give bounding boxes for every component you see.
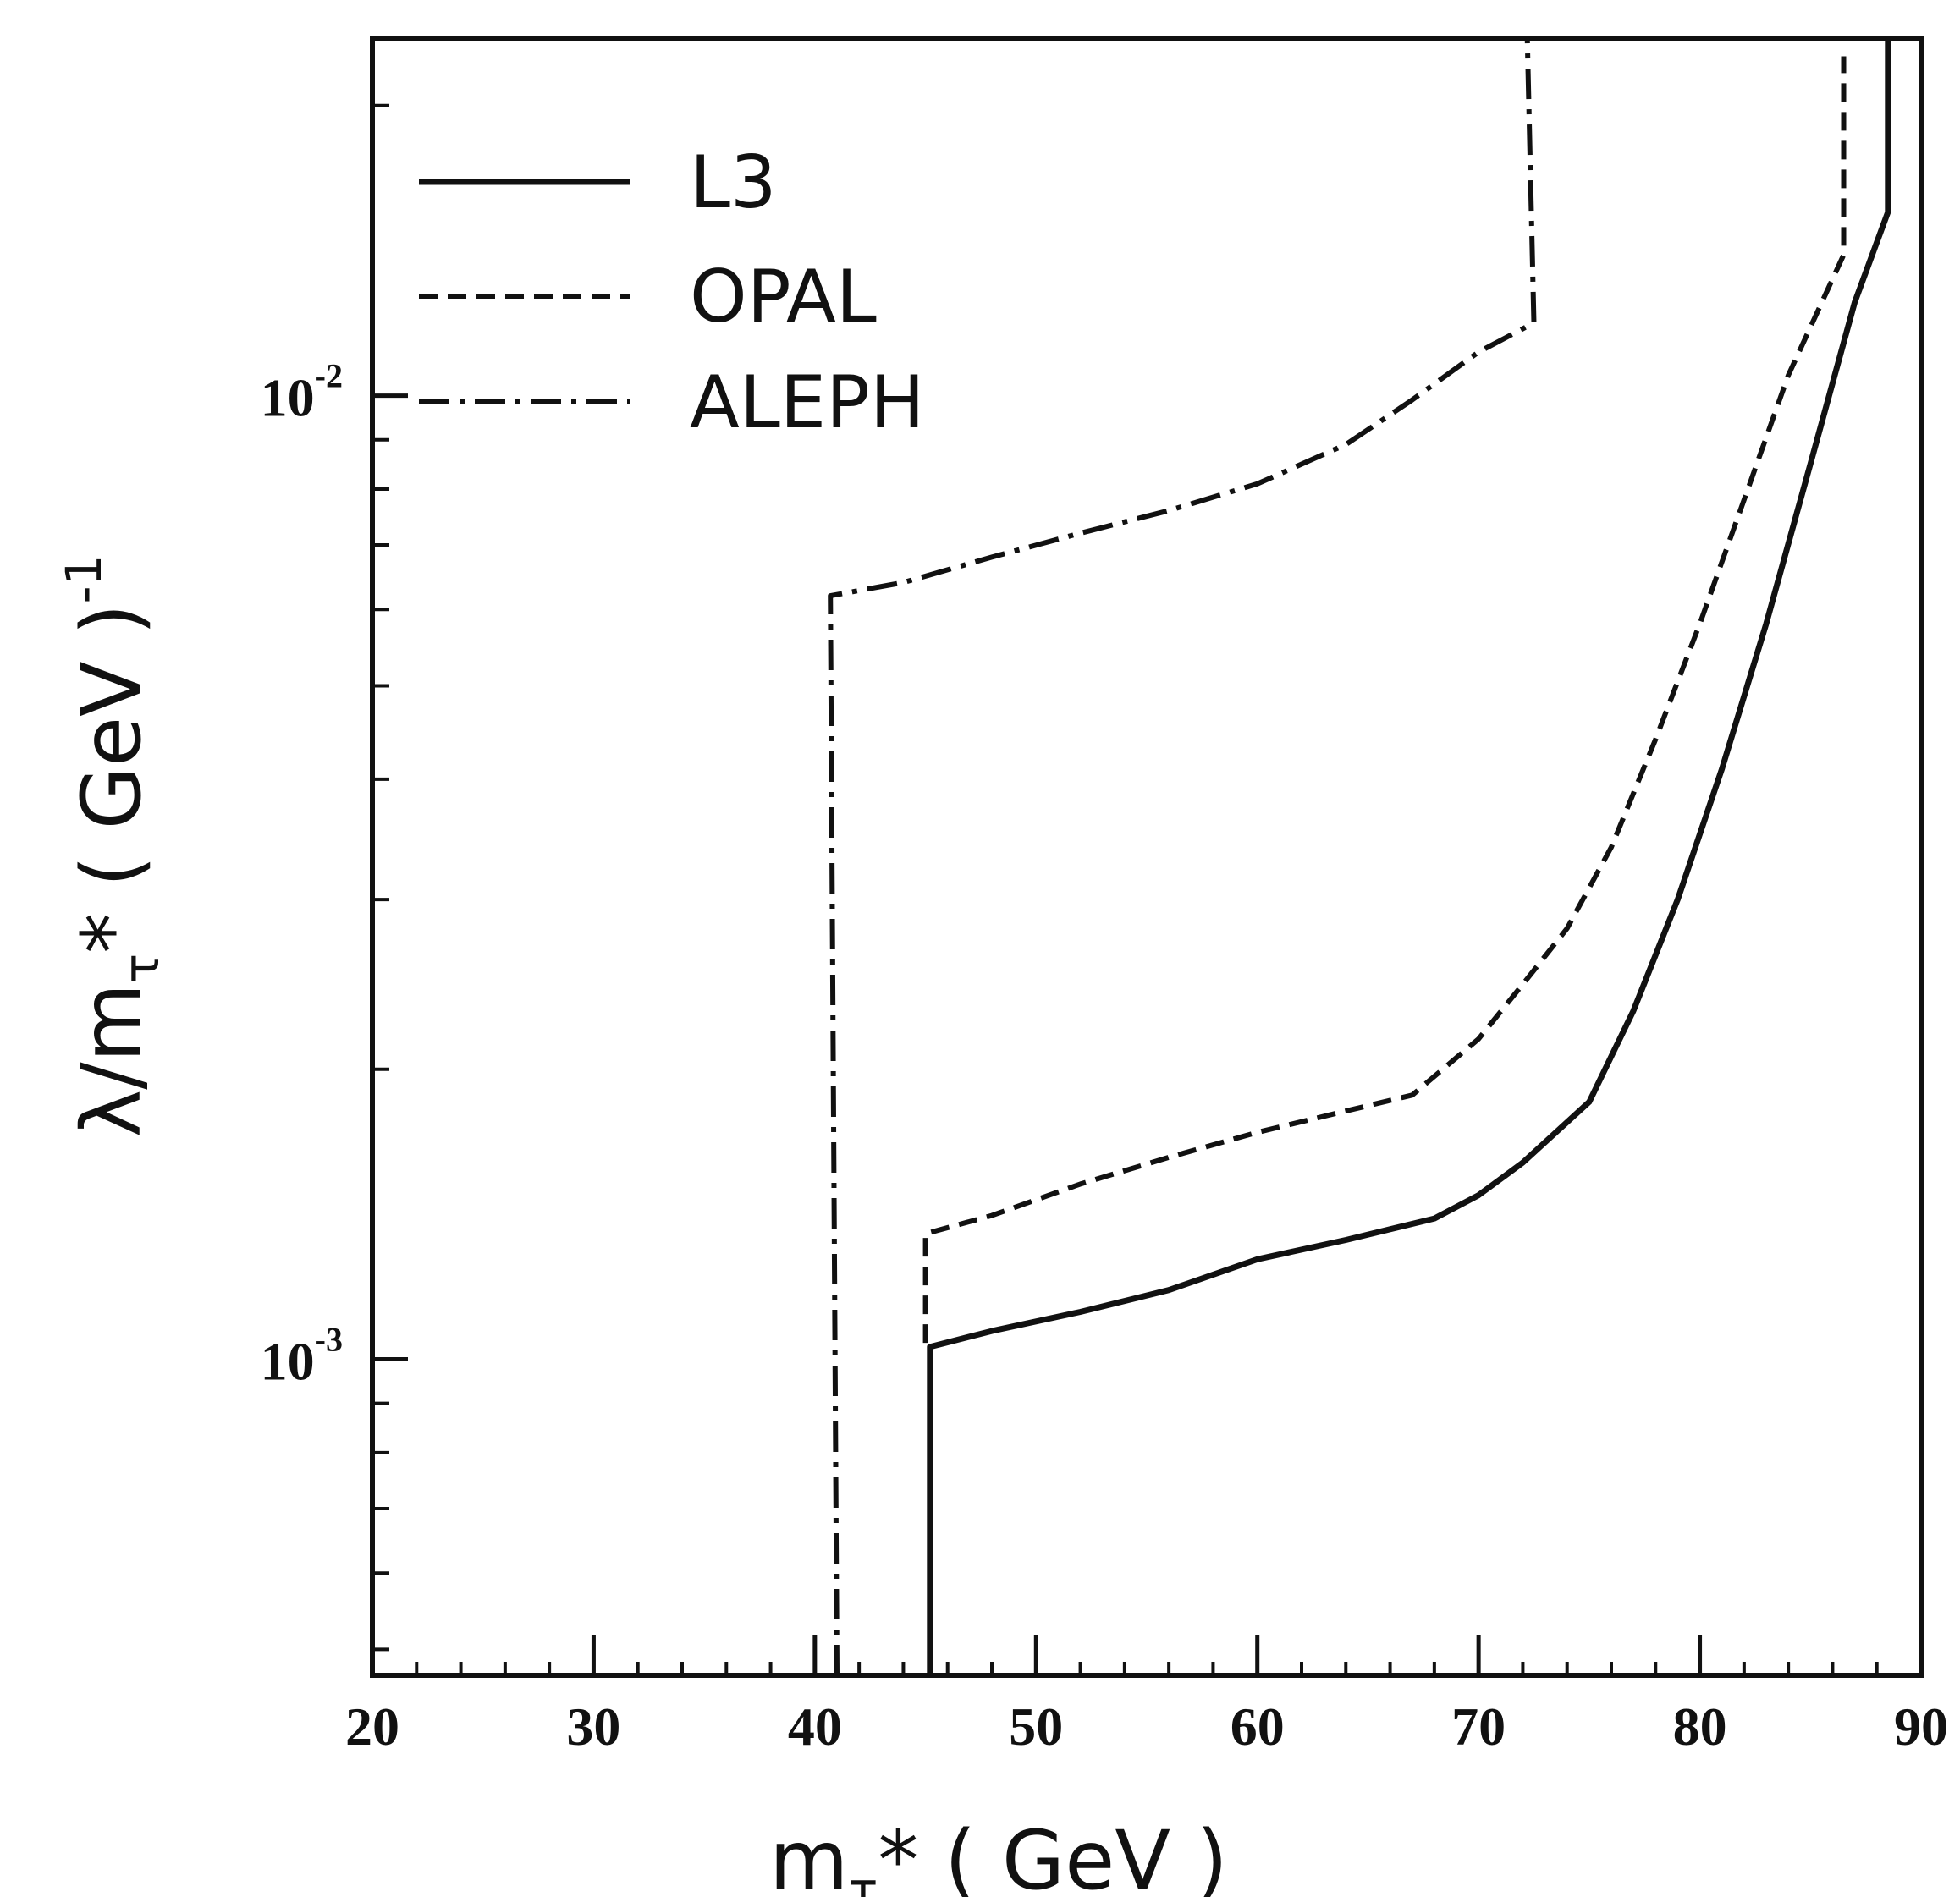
legend: L3 OPAL ALEPH (419, 140, 925, 445)
y-axis: 10-2 10-3 (261, 357, 408, 1392)
y-axis-title: λ/mτ* ( GeV )-1 (55, 554, 170, 1137)
series-line-l3 (927, 38, 1891, 1675)
series-lines (828, 37, 1891, 1676)
series-line-aleph (828, 37, 1537, 1676)
x-axis-title: mτ* ( GeV ) (769, 1813, 1228, 1897)
y-tick-label: 10-2 (261, 357, 343, 428)
x-tick-label: 30 (566, 1696, 620, 1757)
x-tick-label: 50 (1009, 1696, 1063, 1757)
x-axis: 20 30 40 50 60 70 80 90 (345, 1635, 1948, 1757)
x-tick-label: 60 (1231, 1696, 1285, 1757)
x-tick-label: 80 (1673, 1696, 1727, 1757)
minor-ticks (372, 103, 1879, 1675)
legend-label-aleph: ALEPH (690, 360, 925, 445)
y-tick-label: 10-3 (261, 1321, 343, 1392)
legend-label-l3: L3 (690, 140, 777, 225)
series-line-opal (922, 56, 1847, 1344)
x-tick-label: 70 (1451, 1696, 1506, 1757)
legend-label-opal: OPAL (690, 255, 877, 339)
plot-frame (370, 36, 1924, 1678)
x-tick-label: 40 (788, 1696, 842, 1757)
x-tick-label: 20 (345, 1696, 399, 1757)
x-tick-label: 90 (1894, 1696, 1948, 1757)
